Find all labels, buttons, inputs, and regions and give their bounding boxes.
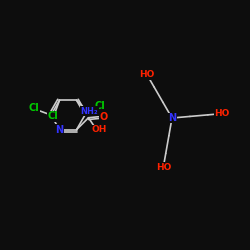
- Text: Cl: Cl: [94, 101, 106, 111]
- Text: HO: HO: [214, 109, 230, 118]
- Text: HO: HO: [139, 70, 155, 79]
- Text: Cl: Cl: [47, 111, 58, 121]
- Text: N: N: [56, 125, 64, 135]
- Text: NH₂: NH₂: [81, 107, 98, 116]
- Text: O: O: [100, 112, 108, 122]
- Text: OH: OH: [92, 125, 107, 134]
- Text: HO: HO: [156, 163, 171, 172]
- Text: Cl: Cl: [28, 103, 40, 113]
- Text: N: N: [168, 113, 176, 123]
